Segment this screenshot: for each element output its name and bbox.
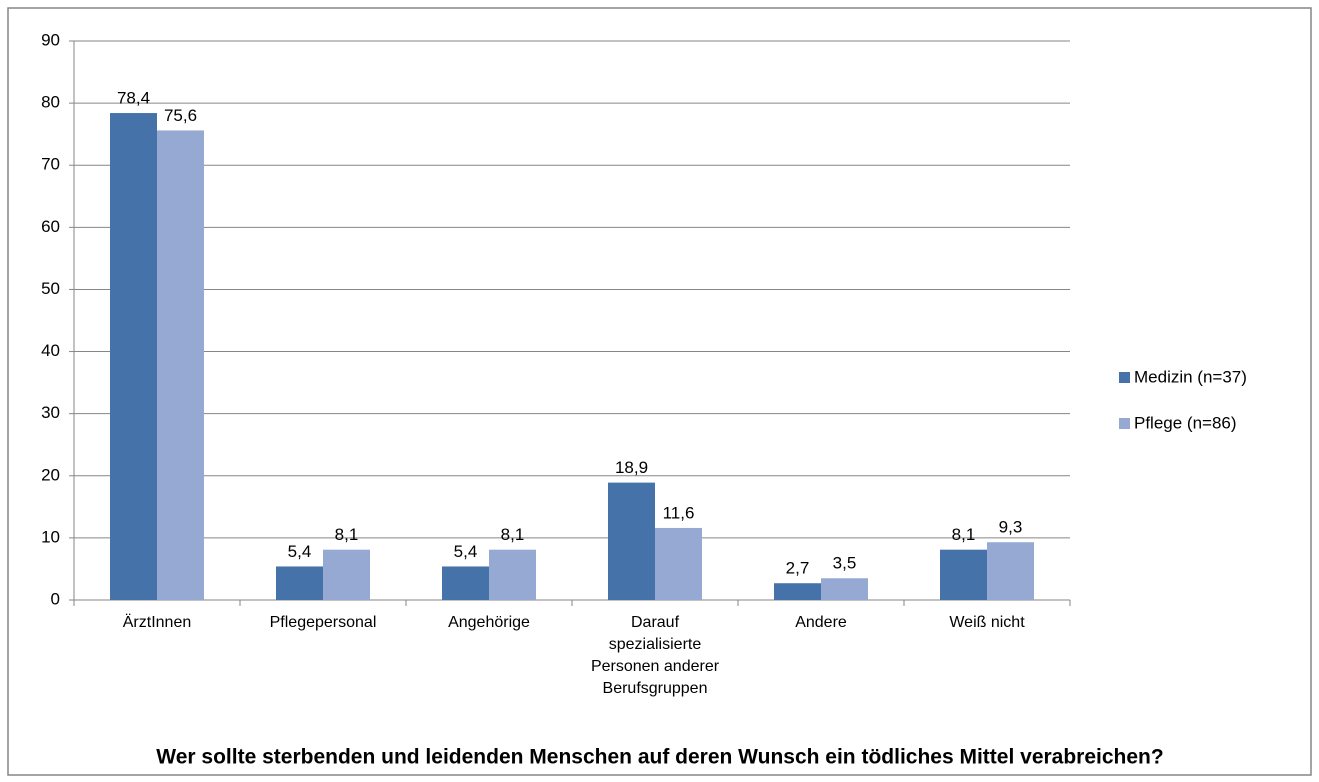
x-tick-label-box: Weiß nicht (949, 614, 1025, 631)
value-label: 8,1 (952, 525, 976, 544)
bar (157, 130, 204, 600)
bar (655, 527, 702, 600)
chart-frame (7, 7, 1312, 776)
x-tick-label-box: ÄrztInnen (122, 614, 192, 631)
value-label: 78,4 (117, 89, 150, 108)
y-tick-label: 50 (41, 279, 60, 298)
x-tick-label: Darauf spezialisierte Personen anderer B… (590, 614, 720, 697)
x-tick-label-box: Angehörige (448, 614, 530, 631)
bar (987, 542, 1034, 600)
y-tick-label: 70 (41, 155, 60, 174)
x-tick-label: Pflegepersonal (269, 614, 377, 631)
y-tick-label: 30 (41, 403, 60, 422)
x-tick-label: ÄrztInnen (122, 614, 192, 631)
x-tick-label-box: Pflegepersonal (269, 614, 377, 631)
x-tick-label: Weiß nicht (949, 614, 1025, 631)
legend-label: Medizin (n=37) (1134, 367, 1247, 386)
value-label: 2,7 (786, 559, 810, 578)
x-tick-label: Andere (795, 614, 847, 631)
x-tick-label-box: Darauf spezialisierte Personen anderer B… (590, 614, 720, 697)
bar (774, 583, 821, 600)
x-tick-label: Angehörige (448, 614, 530, 631)
value-label: 5,4 (288, 542, 312, 561)
x-tick-label-box: Andere (795, 614, 847, 631)
bar (276, 566, 323, 600)
y-tick-label: 90 (41, 30, 60, 49)
value-label: 75,6 (164, 106, 197, 125)
value-label: 11,6 (663, 503, 695, 522)
bar (940, 549, 987, 600)
bar (489, 549, 536, 600)
bar (608, 482, 655, 600)
value-label: 9,3 (999, 518, 1023, 537)
value-label: 18,9 (615, 458, 648, 477)
value-label: 8,1 (335, 525, 359, 544)
legend-swatch (1119, 418, 1130, 429)
y-tick-label: 60 (41, 217, 60, 236)
y-tick-label: 80 (41, 93, 60, 112)
value-label: 3,5 (833, 554, 857, 573)
bar (821, 578, 868, 600)
legend-swatch (1119, 372, 1130, 383)
bar (442, 566, 489, 600)
value-label: 5,4 (454, 542, 478, 561)
bar (110, 113, 157, 600)
y-tick-label: 40 (41, 341, 60, 360)
value-label: 8,1 (501, 525, 525, 544)
bar (323, 549, 370, 600)
y-tick-label: 0 (51, 589, 60, 608)
y-tick-label: 10 (41, 527, 60, 546)
y-tick-label: 20 (41, 465, 60, 484)
chart-title: Wer sollte sterbenden und leidenden Mens… (156, 746, 1163, 769)
legend-label: Pflege (n=86) (1134, 413, 1237, 432)
